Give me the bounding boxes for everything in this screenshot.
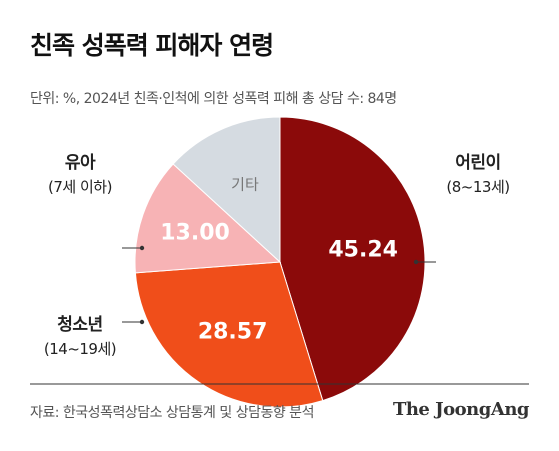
chart-title: 친족 성폭력 피해자 연령 [30, 31, 274, 60]
callout-label: 유아 [64, 153, 96, 173]
callout-range: (8~13세) [446, 178, 510, 196]
leader-dot [139, 245, 145, 251]
slice-value-label: 기타 [231, 175, 259, 193]
publisher-logo: The JoongAng [392, 399, 530, 420]
callout-label: 어린이 [455, 153, 501, 173]
chart-subtitle: 단위: %, 2024년 친족·인척에 의한 성폭력 피해 총 상담 수: 84… [30, 91, 397, 107]
callout-adult-child: 어린이 (8~13세) [428, 148, 528, 197]
slice-teen [134, 261, 324, 408]
slice-value-label: 28.57 [198, 319, 268, 344]
leader-dot [413, 259, 419, 265]
callout-teen: 청소년 (14~19세) [30, 310, 130, 359]
callout-range: (7세 이하) [48, 178, 112, 196]
callout-range: (14~19세) [43, 340, 117, 358]
slice-infant [134, 163, 282, 274]
callout-label: 청소년 [57, 315, 103, 335]
slice-value-label: 45.24 [328, 237, 398, 262]
callout-infant: 유아 (7세 이하) [30, 148, 130, 197]
slice-value-label: 13.00 [160, 221, 230, 246]
slice-child [279, 116, 426, 402]
leader-dot [139, 319, 145, 325]
slice-other [172, 116, 281, 264]
source-note: 자료: 한국성폭력상담소 상담통계 및 상담동향 분석 [30, 405, 314, 421]
